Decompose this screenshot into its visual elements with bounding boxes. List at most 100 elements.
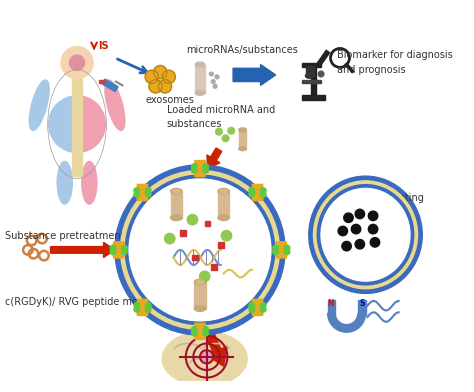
Bar	[102, 79, 118, 92]
Text: S: S	[360, 299, 365, 309]
Ellipse shape	[173, 189, 180, 193]
Circle shape	[351, 224, 361, 234]
Ellipse shape	[57, 162, 73, 204]
Bar	[73, 72, 82, 176]
Circle shape	[61, 47, 93, 79]
Ellipse shape	[321, 189, 410, 281]
Ellipse shape	[171, 215, 182, 221]
FancyBboxPatch shape	[137, 299, 148, 316]
Circle shape	[203, 327, 209, 332]
Circle shape	[158, 80, 172, 93]
Ellipse shape	[220, 189, 228, 193]
Circle shape	[338, 226, 347, 236]
FancyArrow shape	[233, 65, 276, 85]
Bar	[302, 80, 321, 83]
Wedge shape	[77, 96, 105, 152]
Circle shape	[110, 245, 116, 251]
Bar	[192, 255, 198, 260]
Circle shape	[121, 245, 127, 251]
Text: c(RGDyK)/ RVG peptide modification: c(RGDyK)/ RVG peptide modification	[5, 297, 183, 307]
Ellipse shape	[195, 62, 205, 67]
Circle shape	[134, 188, 140, 193]
Circle shape	[211, 80, 215, 83]
Circle shape	[284, 245, 290, 251]
Circle shape	[260, 307, 266, 312]
Polygon shape	[328, 313, 365, 332]
FancyArrow shape	[206, 332, 228, 366]
Circle shape	[154, 65, 167, 79]
FancyBboxPatch shape	[195, 323, 205, 339]
Circle shape	[70, 55, 85, 70]
Ellipse shape	[313, 181, 418, 289]
Circle shape	[210, 72, 213, 76]
Bar	[218, 242, 224, 248]
Circle shape	[134, 307, 140, 312]
Ellipse shape	[129, 179, 271, 321]
Circle shape	[228, 127, 235, 134]
Bar	[328, 300, 335, 315]
Ellipse shape	[195, 91, 205, 95]
Circle shape	[146, 303, 151, 309]
Circle shape	[368, 224, 378, 234]
Ellipse shape	[162, 331, 247, 386]
Ellipse shape	[239, 128, 246, 132]
Circle shape	[249, 188, 255, 193]
Circle shape	[273, 249, 279, 255]
Bar	[218, 191, 229, 218]
Circle shape	[145, 70, 158, 83]
Circle shape	[203, 164, 209, 169]
Text: Substance pretreatment: Substance pretreatment	[5, 231, 125, 241]
Ellipse shape	[29, 80, 49, 131]
FancyBboxPatch shape	[137, 184, 148, 200]
Bar	[211, 264, 217, 270]
Text: IS: IS	[98, 41, 109, 51]
Ellipse shape	[115, 165, 285, 335]
Circle shape	[221, 230, 232, 241]
Text: microRNAs/substances: microRNAs/substances	[186, 45, 298, 55]
Text: Biomarker for diagnosis
and prognosis: Biomarker for diagnosis and prognosis	[337, 50, 453, 75]
Circle shape	[187, 214, 198, 225]
Circle shape	[260, 191, 266, 197]
FancyBboxPatch shape	[252, 184, 263, 200]
FancyArrow shape	[51, 242, 115, 258]
Text: Magnetic targeting: Magnetic targeting	[331, 193, 424, 203]
Circle shape	[191, 168, 197, 173]
Ellipse shape	[218, 215, 229, 221]
Circle shape	[200, 350, 213, 363]
Circle shape	[249, 191, 255, 197]
Bar	[310, 66, 316, 95]
FancyBboxPatch shape	[113, 242, 124, 258]
Ellipse shape	[317, 185, 414, 285]
Circle shape	[355, 209, 365, 219]
Circle shape	[215, 75, 219, 79]
Ellipse shape	[82, 162, 97, 204]
Bar	[180, 230, 186, 236]
Circle shape	[273, 245, 279, 251]
Ellipse shape	[239, 147, 246, 151]
Circle shape	[203, 168, 209, 173]
Text: N: N	[327, 299, 334, 309]
Circle shape	[355, 240, 365, 249]
Circle shape	[146, 307, 151, 312]
Ellipse shape	[309, 176, 422, 294]
Circle shape	[121, 249, 127, 255]
Circle shape	[260, 188, 266, 193]
Circle shape	[110, 249, 116, 255]
Ellipse shape	[194, 306, 206, 311]
Circle shape	[368, 211, 378, 221]
FancyBboxPatch shape	[276, 242, 287, 258]
Circle shape	[134, 191, 140, 197]
Text: Loaded microRNA and
substances: Loaded microRNA and substances	[167, 105, 275, 129]
Circle shape	[216, 128, 222, 135]
Bar	[358, 300, 365, 315]
Circle shape	[222, 135, 229, 142]
Circle shape	[146, 191, 151, 197]
Circle shape	[260, 303, 266, 309]
Bar	[205, 221, 210, 226]
Circle shape	[318, 71, 324, 77]
FancyArrow shape	[207, 148, 222, 169]
Circle shape	[249, 303, 255, 309]
Circle shape	[164, 233, 175, 244]
Circle shape	[191, 164, 197, 169]
Circle shape	[284, 249, 290, 255]
